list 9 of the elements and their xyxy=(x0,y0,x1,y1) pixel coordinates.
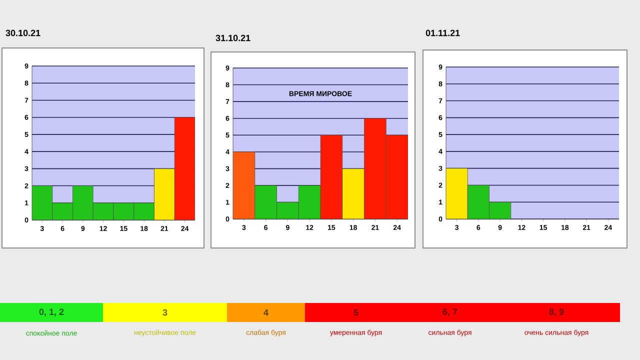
category-label: 0, 1, 2 xyxy=(39,308,64,316)
category-label: 5 xyxy=(354,309,358,316)
category-label: 4 xyxy=(264,309,268,316)
chart-title: 31.10.21 xyxy=(216,34,250,42)
chart-title: 30.10.21 xyxy=(6,30,40,36)
category-label: 3 xyxy=(162,309,168,316)
chart-title: 01.11.21 xyxy=(426,30,460,36)
category-label: 6, 7 xyxy=(442,308,458,316)
category-label: 8, 9 xyxy=(549,308,564,316)
